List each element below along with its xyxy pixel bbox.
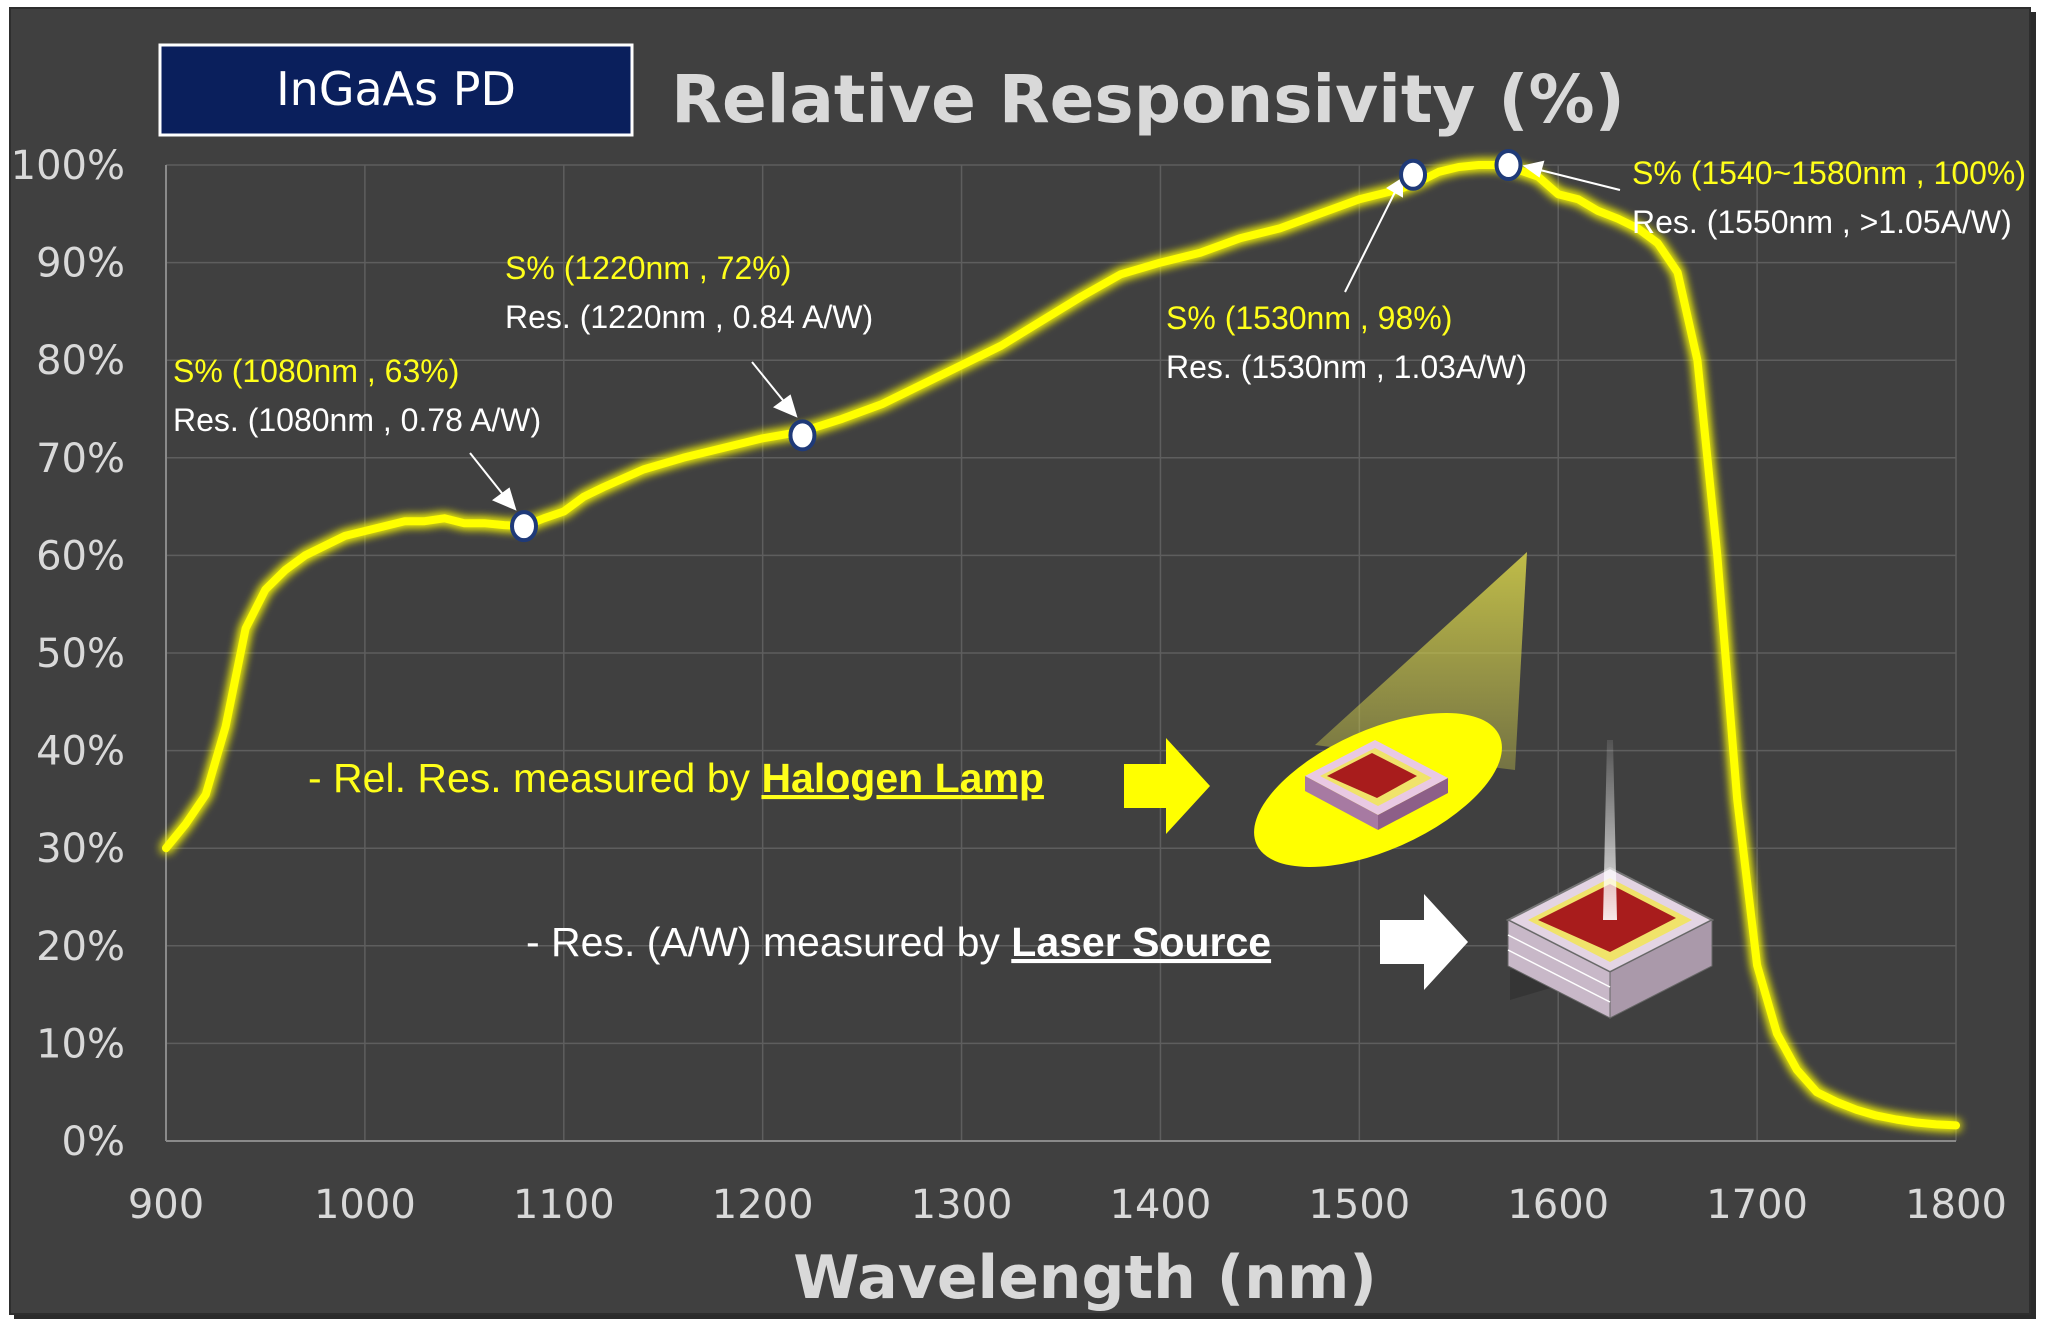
y-tick-label: 100% [11,143,125,189]
laser-arrow-icon [1380,894,1468,990]
grid [166,164,1957,1141]
pointer-head-1080 [491,487,517,511]
x-tick-label: 1400 [1110,1182,1212,1228]
annotation-1550-spec: S% (1540~1580nm , 100%) [1632,155,2026,191]
laser-note: - Res. (A/W) measured by Laser Source [526,919,1271,965]
y-tick-label: 0% [62,1119,125,1165]
halogen-light-beam [1315,552,1527,770]
pointer-head-1530 [1386,177,1403,198]
laser-note-emphasis: Laser Source [1011,919,1271,965]
laser-chip-layer-line [1507,949,1611,1003]
laser-source-illustration [1505,740,1715,1019]
y-tick-label: 10% [36,1021,125,1067]
series-group [162,161,1960,1130]
y-tick-label: 60% [36,533,125,579]
data-markers [510,149,1523,543]
badge-box [158,43,634,137]
halogen-note: - Rel. Res. measured by Halogen Lamp [308,755,1044,801]
halogen-note-emphasis: Halogen Lamp [761,755,1043,801]
halogen-chip-right [1378,778,1448,830]
x-tick-labels: 900 1000 1100 1200 1300 1400 1500 1600 1700 1800 [128,1182,2007,1228]
x-axis-label: Wavelength (nm) [793,1243,1377,1313]
y-tick-label: 80% [36,338,125,384]
series-line [162,161,1960,1130]
pointer-1550 [1539,169,1621,191]
x-tick-label: 1200 [712,1182,814,1228]
y-tick-label: 40% [36,729,125,775]
laser-chip-right [1609,919,1713,1019]
laser-chip-layer-line [1507,934,1611,988]
chart-background [9,7,2031,1315]
x-tick-label: 1300 [911,1182,1013,1228]
halogen-chip-active-area [1327,753,1417,798]
annotation-1080-res: Res. (1080nm , 0.78 A/W) [173,402,541,438]
halogen-lamp-illustration [1254,552,1527,868]
pointer-head-1220 [772,394,798,418]
x-tick-label: 1500 [1308,1182,1410,1228]
x-tick-label: 1800 [1905,1182,2007,1228]
chart-title: Relative Responsivity (%) [671,61,1625,138]
annotation-1220-res: Res. (1220nm , 0.84 A/W) [505,299,873,335]
laser-note-prefix: - Res. (A/W) measured by [526,919,1011,965]
annotation-1550-res: Res. (1550nm , >1.05A/W) [1632,204,2012,240]
pointer-1530 [1344,191,1396,293]
halogen-chip-left [1305,776,1378,830]
y-tick-label: 70% [36,436,125,482]
annotation-1080-spec: S% (1080nm , 63%) [173,353,459,389]
y-tick-label: 90% [36,241,125,287]
annotation-pointers [469,160,1621,511]
badge-label: InGaAs PD [276,62,516,116]
pointer-head-1550 [1522,160,1545,178]
halogen-arrow-icon [1124,738,1210,834]
pointer-1220 [751,361,787,405]
halogen-note-prefix: - Rel. Res. measured by [308,755,761,801]
laser-beam [1603,740,1617,920]
x-tick-label: 900 [128,1182,204,1228]
x-tick-label: 1100 [513,1182,615,1228]
x-tick-label: 1000 [314,1182,416,1228]
annotation-1530-res: Res. (1530nm , 1.03A/W) [1166,349,1527,385]
data-marker [1399,158,1428,191]
data-marker [1494,149,1523,181]
pointer-1080 [469,452,506,498]
y-tick-label: 30% [36,826,125,872]
y-tick-label: 50% [36,631,125,677]
x-tick-label: 1600 [1507,1182,1609,1228]
data-marker [788,419,817,452]
annotation-1220-spec: S% (1220nm , 72%) [505,250,791,286]
x-tick-label: 1700 [1706,1182,1808,1228]
annotation-1530-spec: S% (1530nm , 98%) [1166,300,1452,336]
data-marker [510,510,538,543]
y-tick-label: 20% [36,924,125,970]
y-tick-labels: 0% 10% 20% 30% 40% 50% 60% 70% 80% 90% 100% [11,143,125,1165]
